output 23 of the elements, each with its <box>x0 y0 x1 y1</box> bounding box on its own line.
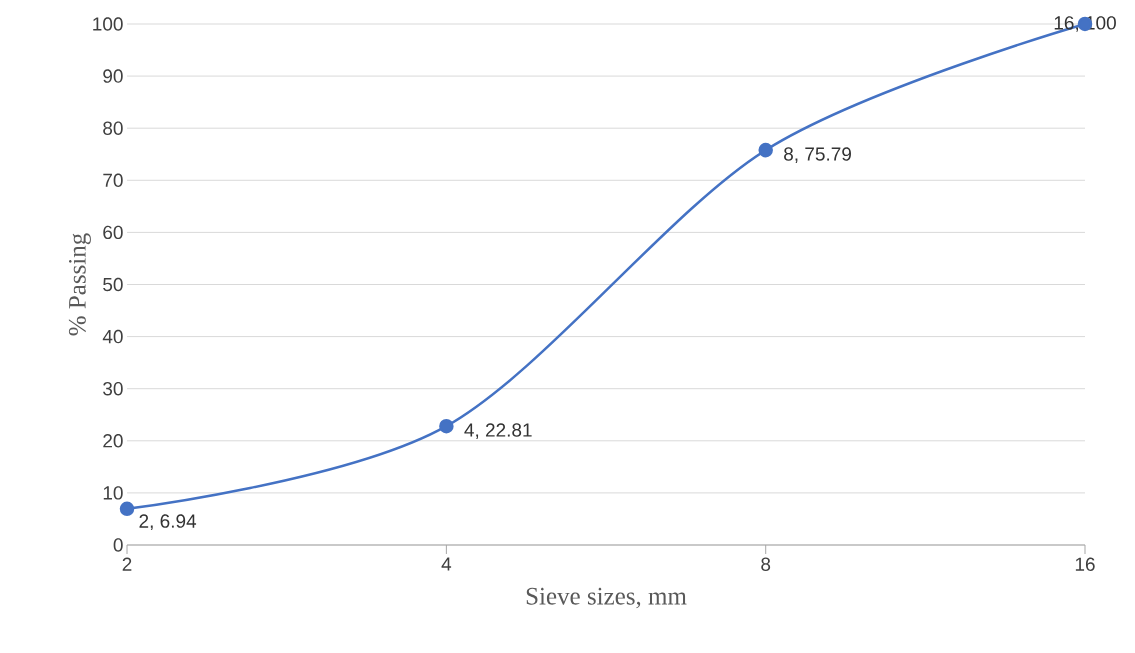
x-tick-label: 2 <box>122 557 132 571</box>
y-tick-label: 40 <box>102 329 123 344</box>
x-tick-label: 16 <box>1075 557 1095 571</box>
x-axis-title: Sieve sizes, mm <box>526 587 687 609</box>
x-tick-label: 8 <box>761 557 771 571</box>
x-tick-label: 4 <box>441 557 452 571</box>
y-tick-label: 10 <box>103 486 123 500</box>
y-axis-title: % Passing <box>68 233 91 336</box>
y-tick-label: 100 <box>93 17 123 31</box>
data-label: 8, 75.79 <box>784 147 851 163</box>
point <box>758 142 773 158</box>
point <box>439 418 454 434</box>
y-tick-label: 80 <box>103 121 123 135</box>
y-tick-label: 20 <box>103 434 123 448</box>
point <box>119 501 135 517</box>
y-tick-label: 30 <box>103 381 123 396</box>
y-tick-label: 90 <box>103 69 123 83</box>
y-tick-label: 50 <box>103 277 123 292</box>
data-label: 2, 6.94 <box>139 514 197 531</box>
data-label: 4, 22.81 <box>464 423 532 439</box>
y-tick-label: 60 <box>103 225 123 240</box>
y-tick-label: 70 <box>103 173 123 188</box>
y-tick-label: 0 <box>113 538 123 552</box>
